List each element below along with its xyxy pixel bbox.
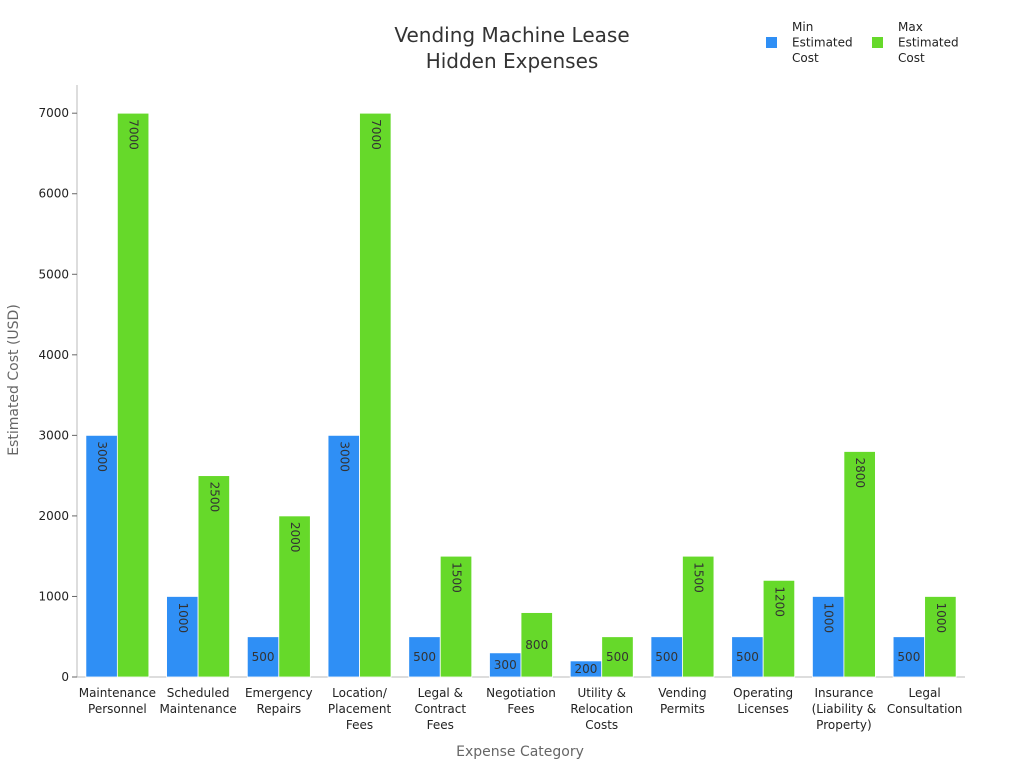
min-cost-bar — [246, 636, 280, 678]
y-tick-label: 2000 — [38, 509, 69, 523]
min-cost-bar — [166, 596, 199, 678]
max-cost-bar — [439, 555, 473, 678]
y-axis: 0 1000 2000 3000 4000 5000 6000 7000 — [38, 85, 78, 684]
min-cost-bar — [892, 636, 926, 678]
y-axis-title: Estimated Cost (USD) — [6, 304, 22, 456]
y-tick-label: 5000 — [38, 267, 69, 281]
x-tick-label: Maintenance Personnel — [79, 686, 156, 716]
min-cost-bar — [731, 636, 764, 678]
bar-value-label: 1200 — [772, 586, 786, 617]
max-cost-bar — [359, 112, 392, 678]
x-tick-label: Location/Placement Fees — [328, 686, 392, 732]
legend-swatch-max — [872, 37, 883, 48]
bar-value-label: 1500 — [692, 562, 706, 593]
legend-label-max: Max Estimated Cost — [898, 20, 959, 65]
max-cost-bar — [278, 515, 311, 678]
bar-value-label: 500 — [252, 650, 275, 664]
min-cost-bar — [408, 636, 441, 678]
bar-value-label: 500 — [736, 650, 759, 664]
bar-value-label: 800 — [525, 638, 548, 652]
bar-value-label: 7000 — [127, 119, 141, 150]
bar-value-label: 2500 — [207, 482, 221, 513]
max-cost-bar — [116, 112, 150, 678]
bar-value-label: 500 — [606, 650, 629, 664]
max-cost-bar — [924, 596, 957, 678]
x-tick-label: Emergency Repairs — [245, 686, 313, 716]
bar-value-label: 1500 — [450, 562, 464, 593]
y-tick-label: 6000 — [38, 187, 69, 201]
bar-value-label: 7000 — [369, 119, 383, 150]
bar-value-label: 300 — [494, 658, 517, 672]
max-cost-bar — [197, 475, 230, 678]
max-cost-bar — [520, 612, 553, 678]
chart-title-line-1: Vending Machine Lease — [394, 23, 629, 47]
bar-series: 3000 7000 1000 2500 500 2000 3000 7000 500 1500 30… — [85, 112, 957, 678]
bar-value-label: 500 — [413, 650, 436, 664]
min-cost-bar — [327, 434, 360, 678]
x-tick-label: Legal & Contract Fees — [414, 686, 466, 732]
chart-title-line-2: Hidden Expenses — [426, 49, 599, 73]
legend-swatch-min — [766, 37, 777, 48]
bar-value-label: 3000 — [95, 441, 109, 472]
x-tick-label: Operating Licenses — [733, 686, 793, 716]
y-tick-label: 3000 — [38, 428, 69, 442]
x-tick-label: Utility & Relocation Costs — [570, 686, 633, 732]
x-tick-label: Legal Consultation — [887, 686, 963, 716]
bar-value-label: 1000 — [934, 602, 948, 633]
max-cost-bar — [682, 555, 715, 678]
x-tick-label: Insurance (Liability & Property) — [812, 686, 877, 732]
bar-value-label: 500 — [897, 650, 920, 664]
y-tick-label: 4000 — [38, 348, 69, 362]
y-tick-label: 7000 — [38, 106, 69, 120]
x-tick-label: Vending Permits — [658, 686, 706, 716]
max-cost-bar — [601, 636, 634, 678]
bar-value-label: 1000 — [176, 602, 190, 633]
chart-title: Vending Machine Lease Hidden Expenses — [394, 23, 629, 73]
max-cost-bar — [843, 451, 876, 678]
legend-label-min: Min Estimated Cost — [792, 20, 853, 65]
y-tick-label: 1000 — [38, 589, 69, 603]
min-cost-bar — [489, 652, 522, 678]
bar-value-label: 500 — [655, 650, 678, 664]
min-cost-bar — [812, 596, 845, 678]
bar-value-label: 2800 — [853, 457, 867, 488]
x-tick-label: Scheduled Maintenance — [159, 686, 236, 716]
x-tick-label: Negotiation Fees — [486, 686, 556, 716]
bar-value-label: 1000 — [822, 602, 836, 633]
y-tick-label: 0 — [61, 670, 69, 684]
bar-value-label: 2000 — [288, 522, 302, 553]
bar-value-label: 3000 — [337, 441, 351, 472]
legend: Min Estimated Cost Max Estimated Cost — [766, 20, 959, 65]
bar-value-label: 200 — [575, 662, 598, 676]
max-cost-bar — [762, 579, 796, 678]
x-axis-title: Expense Category — [456, 744, 584, 760]
